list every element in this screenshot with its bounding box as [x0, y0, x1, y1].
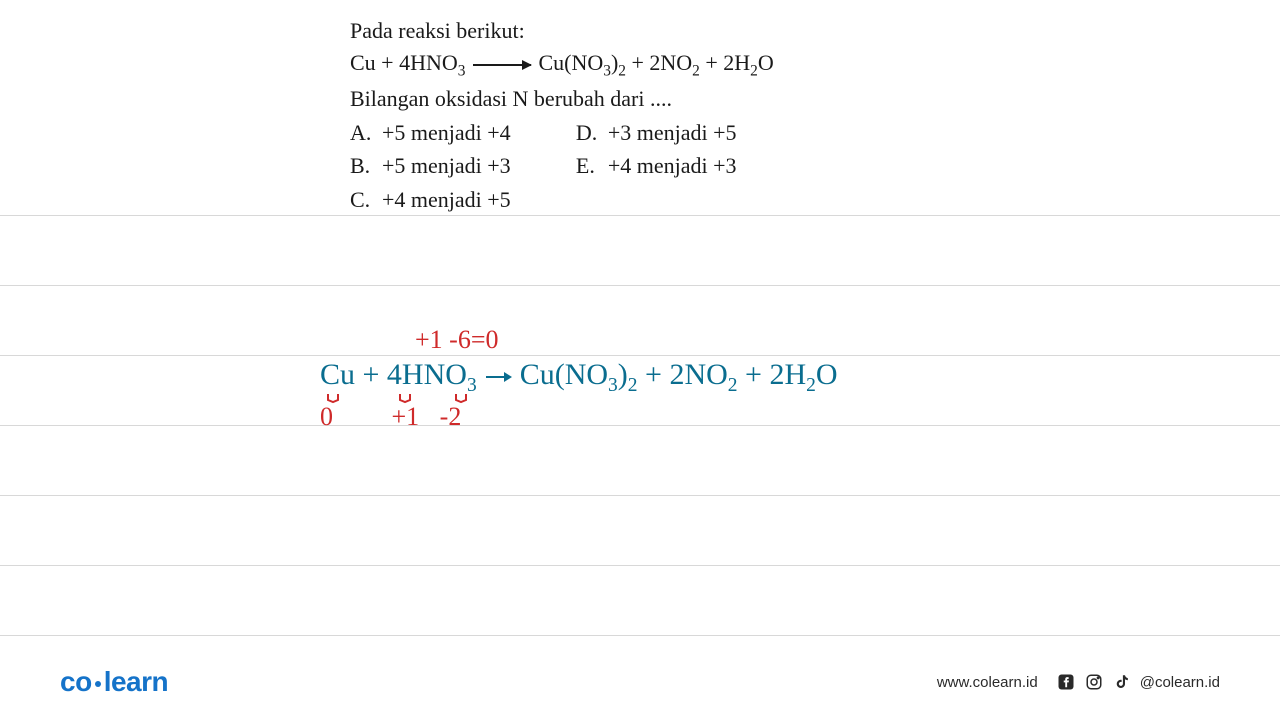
handwritten-red-annotation-bottom: 0 +1 -2	[320, 402, 461, 432]
option-d: D.+3 menjadi +5	[576, 117, 774, 149]
option-e: E.+4 menjadi +3	[576, 150, 774, 182]
social-icons: @colearn.id	[1056, 672, 1220, 692]
option-b: B.+5 menjadi +3	[350, 150, 548, 182]
footer-right: www.colearn.id @colearn.id	[937, 672, 1220, 692]
oxidation-plus1: +1	[392, 402, 420, 432]
option-c: C.+4 menjadi +5	[350, 184, 548, 216]
handwritten-red-annotation-top: +1 -6=0	[415, 325, 498, 355]
oxidation-minus2: -2	[440, 402, 462, 432]
facebook-icon	[1056, 672, 1076, 692]
colearn-logo: colearn	[60, 666, 168, 698]
footer-url: www.colearn.id	[937, 674, 1038, 691]
instagram-icon	[1084, 672, 1104, 692]
question-prompt: Bilangan oksidasi N berubah dari ....	[350, 83, 774, 115]
question-block: Pada reaksi berikut: Cu + 4HNO3 Cu(NO3)2…	[350, 15, 774, 216]
chemical-equation: Cu + 4HNO3 Cu(NO3)2 + 2NO2 + 2H2O	[350, 47, 774, 83]
footer: colearn www.colearn.id @colearn.id	[0, 666, 1280, 698]
footer-handle: @colearn.id	[1140, 674, 1220, 691]
tick-icon	[398, 392, 412, 404]
tick-icon	[326, 392, 340, 404]
reaction-arrow	[473, 64, 531, 66]
oxidation-zero: 0	[320, 402, 333, 432]
question-intro: Pada reaksi berikut:	[350, 15, 774, 47]
tiktok-icon	[1112, 672, 1132, 692]
logo-dot-icon	[95, 681, 101, 687]
tick-icon	[454, 392, 468, 404]
option-a: A.+5 menjadi +4	[350, 117, 548, 149]
answer-options: A.+5 menjadi +4 D.+3 menjadi +5 B.+5 men…	[350, 117, 774, 217]
